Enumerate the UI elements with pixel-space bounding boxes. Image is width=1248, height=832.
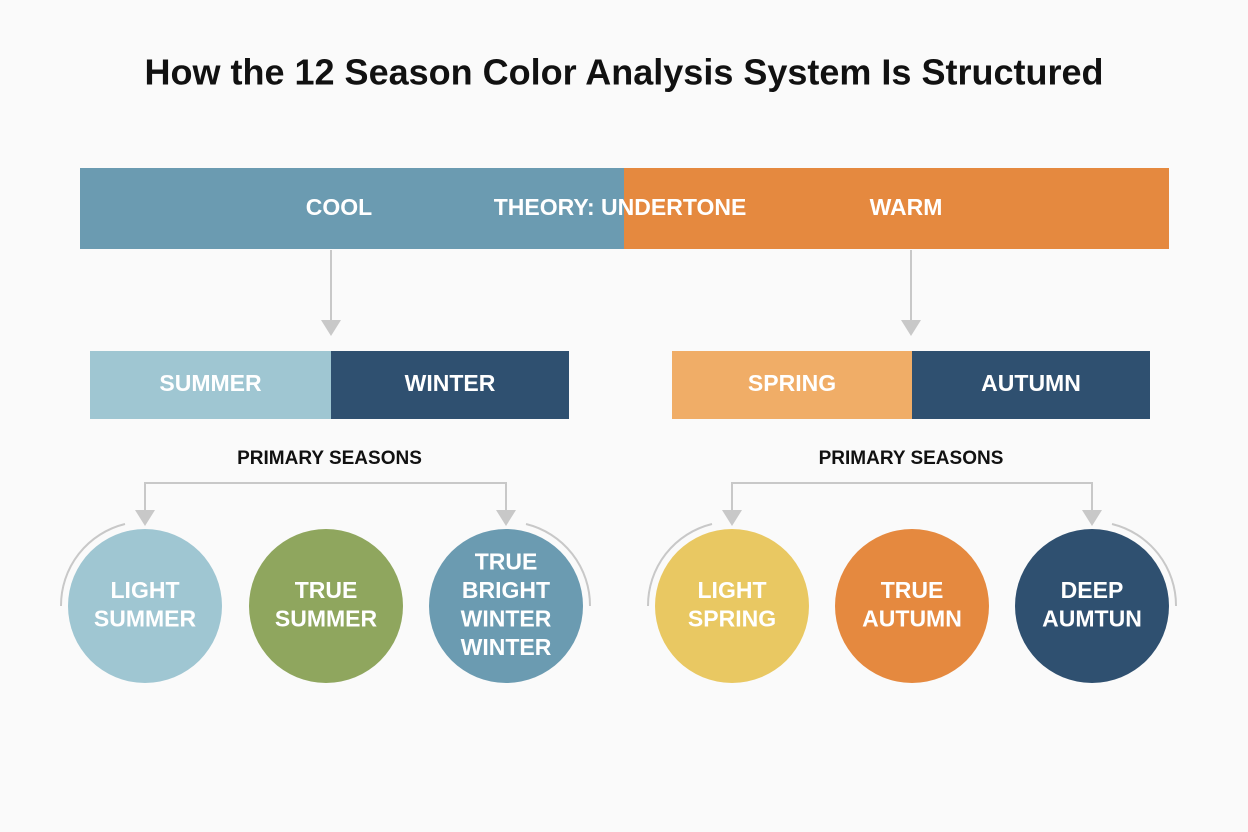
season-box xyxy=(672,351,912,419)
cool-bar xyxy=(80,168,624,249)
circle-label: SPRING xyxy=(688,605,776,631)
circle-label: LIGHT xyxy=(111,577,180,603)
season-circle xyxy=(429,529,583,683)
arc xyxy=(646,523,713,607)
warm-bar xyxy=(624,168,1169,249)
circle-label: BRIGHT xyxy=(462,577,550,603)
circle-label: AUTUMN xyxy=(862,605,962,631)
season-circle xyxy=(1015,529,1169,683)
warm-label: WARM xyxy=(870,194,943,220)
season-circle xyxy=(68,529,222,683)
circle-label: SUMMER xyxy=(275,605,378,631)
circle-label: AUMTUN xyxy=(1042,605,1142,631)
cool-label: COOL xyxy=(306,194,372,220)
season-label: SPRING xyxy=(748,370,836,396)
circle-label: SUMMER xyxy=(94,605,197,631)
season-circle xyxy=(655,529,809,683)
title: How the 12 Season Color Analysis System … xyxy=(145,52,1104,93)
season-box xyxy=(90,351,331,419)
season-label: WINTER xyxy=(405,370,496,396)
season-label: SUMMER xyxy=(159,370,262,396)
circle-label: TRUE xyxy=(881,577,944,603)
circle-label: TRUE xyxy=(295,577,358,603)
season-circle xyxy=(249,529,403,683)
primary-label: PRIMARY SEASONS xyxy=(237,448,422,469)
arc xyxy=(525,523,592,607)
arc xyxy=(1111,523,1178,607)
circle-label: DEEP xyxy=(1061,577,1124,603)
arc xyxy=(59,523,126,607)
season-label: AUTUMN xyxy=(981,370,1081,396)
season-circle xyxy=(835,529,989,683)
circle-label: LIGHT xyxy=(698,577,767,603)
primary-label: PRIMARY SEASONS xyxy=(819,448,1004,469)
season-box xyxy=(331,351,569,419)
circle-label: WINTER xyxy=(461,634,552,660)
circle-label: WINTER xyxy=(461,605,552,631)
circle-label: TRUE xyxy=(475,548,538,574)
theory-label: THEORY: UNDERTONE xyxy=(494,194,747,220)
season-box xyxy=(912,351,1150,419)
